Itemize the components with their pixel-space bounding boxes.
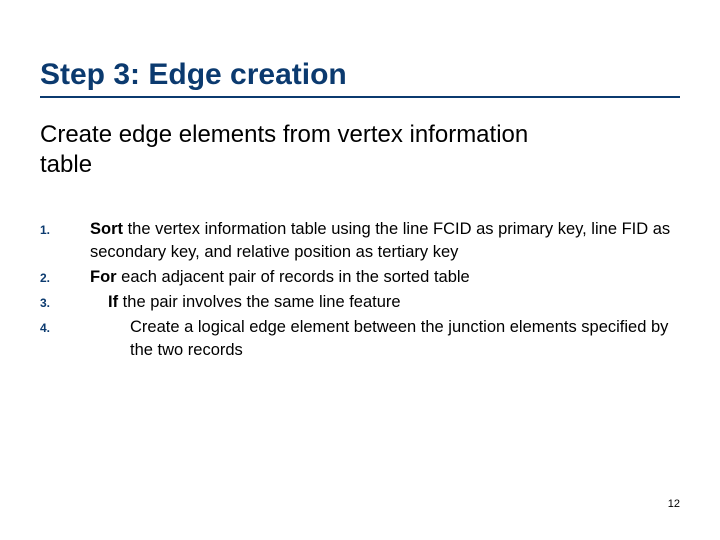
step-lead: If xyxy=(108,293,118,311)
step-text: If the pair involves the same line featu… xyxy=(90,291,680,314)
slide: Step 3: Edge creation Create edge elemen… xyxy=(0,0,720,540)
step-rest: the pair involves the same line feature xyxy=(118,293,401,311)
slide-title: Step 3: Edge creation xyxy=(40,58,680,98)
steps-list: 1. Sort the vertex information table usi… xyxy=(40,218,680,363)
step-lead: Sort xyxy=(90,220,123,238)
step-text: Create a logical edge element between th… xyxy=(90,316,680,362)
step-lead: For xyxy=(90,268,117,286)
step-text: For each adjacent pair of records in the… xyxy=(90,266,680,289)
step-number: 4. xyxy=(40,316,90,337)
step-number: 1. xyxy=(40,218,90,239)
step-row: 1. Sort the vertex information table usi… xyxy=(40,218,680,264)
step-number: 3. xyxy=(40,291,90,312)
step-text: Sort the vertex information table using … xyxy=(90,218,680,264)
slide-subtitle: Create edge elements from vertex informa… xyxy=(40,120,540,180)
step-row: 4. Create a logical edge element between… xyxy=(40,316,680,362)
step-number: 2. xyxy=(40,266,90,287)
step-rest: the vertex information table using the l… xyxy=(90,220,670,261)
step-row: 3. If the pair involves the same line fe… xyxy=(40,291,680,314)
page-number: 12 xyxy=(668,498,680,510)
step-rest: each adjacent pair of records in the sor… xyxy=(117,268,470,286)
step-row: 2. For each adjacent pair of records in … xyxy=(40,266,680,289)
